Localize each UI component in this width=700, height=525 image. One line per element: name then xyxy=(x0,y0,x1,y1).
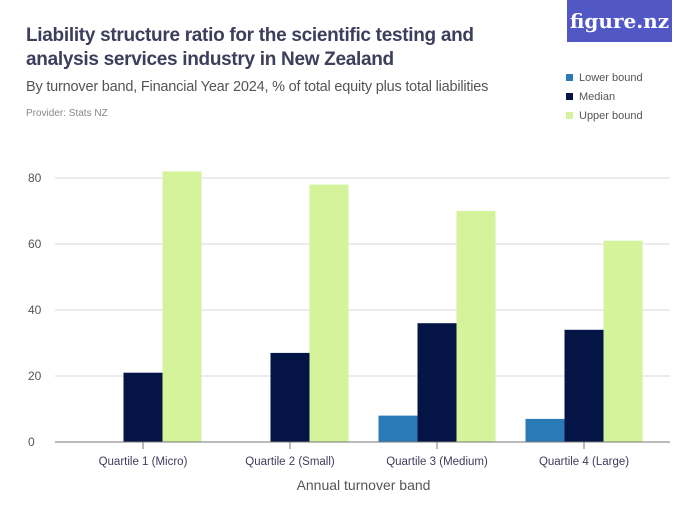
chart-title: Liability structure ratio for the scient… xyxy=(26,25,474,70)
y-tick-label: 40 xyxy=(28,303,42,317)
y-tick-label: 20 xyxy=(28,369,42,383)
bar-median xyxy=(564,329,604,442)
bar-median xyxy=(270,352,310,442)
bar-median xyxy=(123,372,163,442)
bar-upper-bound xyxy=(456,211,496,442)
chart-subtitle: By turnover band, Financial Year 2024, %… xyxy=(26,79,489,95)
y-tick-label: 0 xyxy=(28,435,35,449)
legend: Lower bound Median Upper bound xyxy=(566,68,643,125)
bar-upper-bound xyxy=(603,240,643,442)
bar-lower-bound xyxy=(525,418,565,442)
bar-upper-bound xyxy=(309,184,349,442)
legend-swatch-upper xyxy=(566,112,573,119)
legend-item-median: Median xyxy=(566,87,643,106)
legend-label: Lower bound xyxy=(579,71,643,84)
legend-swatch-lower xyxy=(566,74,573,81)
x-tick-label: Quartile 3 (Medium) xyxy=(386,456,488,468)
legend-item-lower: Lower bound xyxy=(566,68,643,87)
x-axis-label: Annual turnover band xyxy=(297,477,431,493)
x-tick-label: Quartile 1 (Micro) xyxy=(99,456,188,468)
legend-label: Upper bound xyxy=(579,109,643,122)
bar-lower-bound xyxy=(378,415,418,442)
bar-median xyxy=(417,323,457,442)
legend-label: Median xyxy=(579,90,616,103)
x-tick-label: Quartile 2 (Small) xyxy=(245,456,335,468)
figure-nz-logo[interactable]: figure.nz xyxy=(567,0,672,42)
legend-swatch-median xyxy=(566,93,573,100)
y-tick-label: 80 xyxy=(28,171,42,185)
provider-label: Provider: Stats NZ xyxy=(26,108,108,119)
legend-item-upper: Upper bound xyxy=(566,106,643,125)
y-tick-label: 60 xyxy=(28,237,42,251)
x-tick-label: Quartile 4 (Large) xyxy=(539,456,629,468)
bar-upper-bound xyxy=(162,171,202,442)
